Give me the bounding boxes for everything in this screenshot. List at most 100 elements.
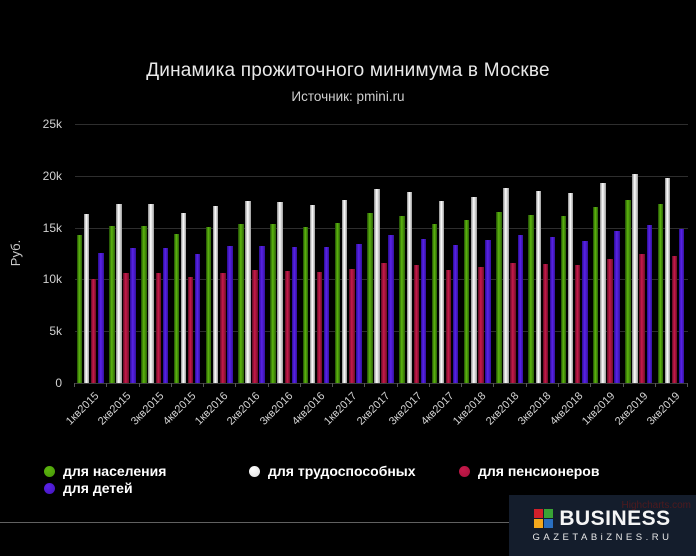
bar-для-населения[interactable] <box>625 199 631 383</box>
bar-для-пенсионеров[interactable] <box>574 264 581 383</box>
bar-для-трудоспособных[interactable] <box>341 200 348 383</box>
bar-для-населения[interactable] <box>205 227 212 383</box>
bar-для-детей[interactable] <box>452 245 459 383</box>
highcharts-credit[interactable]: Highcharts.com <box>621 500 691 511</box>
x-axis-tick <box>654 383 656 387</box>
bar-для-трудоспособных[interactable] <box>116 203 122 383</box>
y-axis-label: 10k <box>42 272 62 287</box>
bar-для-детей[interactable] <box>227 246 233 383</box>
bar-для-населения[interactable] <box>560 216 567 383</box>
bar-для-пенсионеров[interactable] <box>445 269 452 383</box>
bar-для-населения[interactable] <box>173 233 179 383</box>
bar-для-населения[interactable] <box>302 226 309 383</box>
bar-для-детей[interactable] <box>485 240 491 383</box>
bar-для-пенсионеров[interactable] <box>349 269 355 383</box>
x-axis-tick <box>428 383 430 387</box>
x-axis-tick <box>687 383 688 387</box>
bar-для-пенсионеров[interactable] <box>155 272 161 383</box>
bar-для-детей[interactable] <box>291 246 298 383</box>
bar-для-пенсионеров[interactable] <box>123 272 129 383</box>
bar-для-пенсионеров[interactable] <box>316 272 323 383</box>
bar-для-трудоспособных[interactable] <box>471 196 477 383</box>
y-gridline <box>75 124 688 125</box>
bar-для-населения[interactable] <box>431 223 438 383</box>
bar-для-детей[interactable] <box>356 243 362 383</box>
bar-для-пенсионеров[interactable] <box>639 253 645 383</box>
bar-для-детей[interactable] <box>420 238 427 383</box>
legend-marker-icon <box>44 482 55 494</box>
bar-для-детей[interactable] <box>194 254 201 383</box>
bar-для-детей[interactable] <box>646 225 652 383</box>
y-axis-label: 5k <box>49 324 62 339</box>
bar-для-пенсионеров[interactable] <box>510 262 516 383</box>
legend-label: для трудоспособных <box>268 463 416 479</box>
legend-item-1[interactable]: для населения <box>44 463 166 479</box>
bar-для-детей[interactable] <box>259 245 265 383</box>
bar-для-населения[interactable] <box>399 215 405 383</box>
bar-для-населения[interactable] <box>109 226 115 383</box>
site-logo: BUSINESS GAZETABiZNES.RU <box>509 495 696 556</box>
bar-для-пенсионеров[interactable] <box>90 278 97 383</box>
bar-для-населения[interactable] <box>76 234 83 383</box>
bar-для-трудоспособных[interactable] <box>180 212 187 383</box>
bar-для-трудоспособных[interactable] <box>309 204 316 383</box>
bar-для-детей[interactable] <box>388 235 394 383</box>
bar-для-пенсионеров[interactable] <box>284 270 290 383</box>
bar-для-детей[interactable] <box>517 234 523 383</box>
bar-для-населения[interactable] <box>141 226 147 383</box>
x-axis-tick <box>332 383 334 387</box>
bar-для-населения[interactable] <box>367 212 373 383</box>
legend-item-2[interactable]: для трудоспособных <box>249 463 416 479</box>
bar-для-населения[interactable] <box>592 207 599 383</box>
bar-для-пенсионеров[interactable] <box>413 264 420 383</box>
bar-для-трудоспособных[interactable] <box>245 201 251 383</box>
legend-item-3[interactable]: для пенсионеров <box>459 463 599 479</box>
bar-для-населения[interactable] <box>270 224 276 383</box>
logo-top-row: BUSINESS <box>534 508 670 529</box>
bar-для-трудоспособных[interactable] <box>438 201 445 383</box>
bar-для-пенсионеров[interactable] <box>220 272 226 383</box>
bar-для-пенсионеров[interactable] <box>252 270 258 383</box>
bar-для-трудоспособных[interactable] <box>406 191 412 383</box>
legend-marker-icon <box>249 465 260 477</box>
bar-для-трудоспособных[interactable] <box>535 190 541 383</box>
bar-для-населения[interactable] <box>657 203 663 383</box>
bar-для-трудоспособных[interactable] <box>212 205 219 383</box>
bar-для-пенсионеров[interactable] <box>607 258 613 383</box>
bar-для-пенсионеров[interactable] <box>381 262 387 383</box>
bar-для-пенсионеров[interactable] <box>187 277 194 383</box>
bar-для-пенсионеров[interactable] <box>478 267 484 383</box>
bar-для-детей[interactable] <box>130 247 136 383</box>
legend-label: для детей <box>63 480 133 496</box>
bar-для-трудоспособных[interactable] <box>374 188 380 383</box>
bar-для-трудоспособных[interactable] <box>503 188 509 383</box>
bar-для-трудоспособных[interactable] <box>277 201 283 383</box>
bar-для-трудоспособных[interactable] <box>567 192 574 383</box>
bar-для-населения[interactable] <box>238 223 244 383</box>
bar-для-трудоспособных[interactable] <box>148 203 154 383</box>
bar-для-детей[interactable] <box>582 240 588 383</box>
bar-для-населения[interactable] <box>463 219 470 383</box>
x-axis-tick <box>170 383 172 387</box>
bar-для-трудоспособных[interactable] <box>600 182 606 383</box>
logo-wordmark: BUSINESS <box>559 507 671 530</box>
bar-для-трудоспособных[interactable] <box>664 177 671 383</box>
legend-item-4[interactable]: для детей <box>44 480 133 496</box>
bar-для-пенсионеров[interactable] <box>542 263 549 383</box>
bar-для-населения[interactable] <box>496 212 502 383</box>
bar-для-детей[interactable] <box>549 236 556 383</box>
bar-для-населения[interactable] <box>528 214 534 383</box>
chart-subtitle: Источник: pmini.ru <box>291 89 405 104</box>
bar-для-населения[interactable] <box>334 222 341 383</box>
bar-для-трудоспособных[interactable] <box>83 214 90 383</box>
bar-для-детей[interactable] <box>614 231 620 383</box>
bar-для-детей[interactable] <box>678 228 685 383</box>
bar-для-детей[interactable] <box>323 247 330 383</box>
y-axis-label: 0 <box>55 376 62 390</box>
logo-squares-icon <box>534 509 554 528</box>
x-axis-line <box>74 383 688 384</box>
bar-для-трудоспособных[interactable] <box>632 173 638 383</box>
bar-для-детей[interactable] <box>162 247 169 383</box>
bar-для-пенсионеров[interactable] <box>671 256 678 383</box>
bar-для-детей[interactable] <box>98 252 104 383</box>
